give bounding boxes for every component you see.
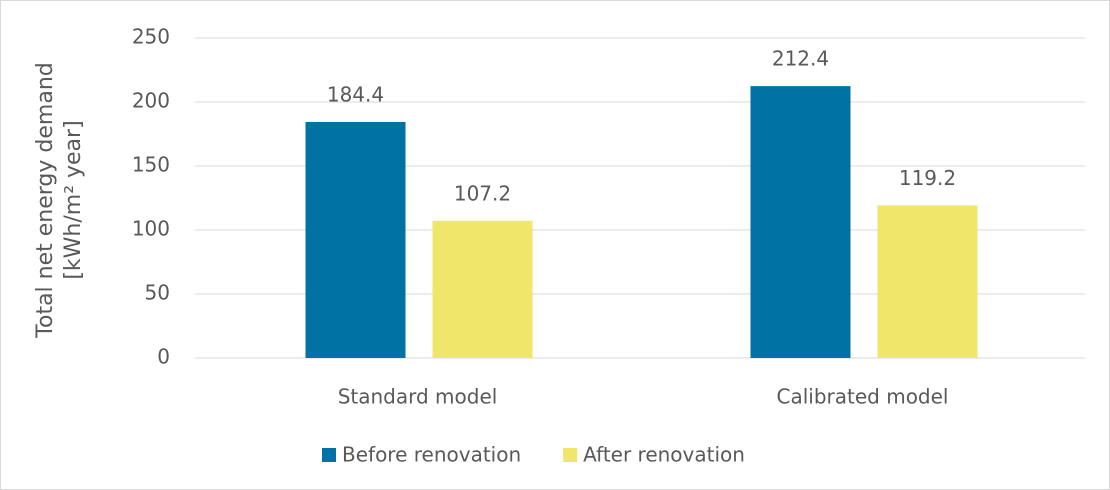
- y-tick-label: 150: [132, 153, 170, 177]
- x-tick-label: Calibrated model: [777, 385, 949, 409]
- value-label: 107.2: [454, 181, 511, 205]
- value-label: 212.4: [772, 47, 829, 71]
- bar: [750, 86, 851, 359]
- legend-label: After renovation: [583, 443, 745, 467]
- y-axis-label: Total net energy demand [kWh/m² year]: [33, 62, 86, 338]
- y-tick-label: 250: [132, 25, 170, 49]
- x-tick-label: Standard model: [338, 385, 498, 409]
- legend-swatch: [322, 448, 336, 462]
- value-label: 184.4: [327, 82, 384, 106]
- y-axis-label-line: Total net energy demand: [33, 62, 58, 338]
- legend-swatch: [563, 448, 578, 462]
- y-tick-label: 100: [132, 217, 170, 241]
- bar: [432, 220, 533, 358]
- bar: [877, 205, 978, 358]
- legend-label: Before renovation: [342, 443, 521, 467]
- y-tick-label: 0: [157, 345, 170, 369]
- value-label: 119.2: [899, 166, 956, 190]
- y-tick-label: 50: [145, 281, 170, 305]
- y-tick-label: 200: [132, 89, 170, 113]
- y-axis-label-line: [kWh/m² year]: [61, 120, 86, 279]
- bar: [305, 121, 406, 358]
